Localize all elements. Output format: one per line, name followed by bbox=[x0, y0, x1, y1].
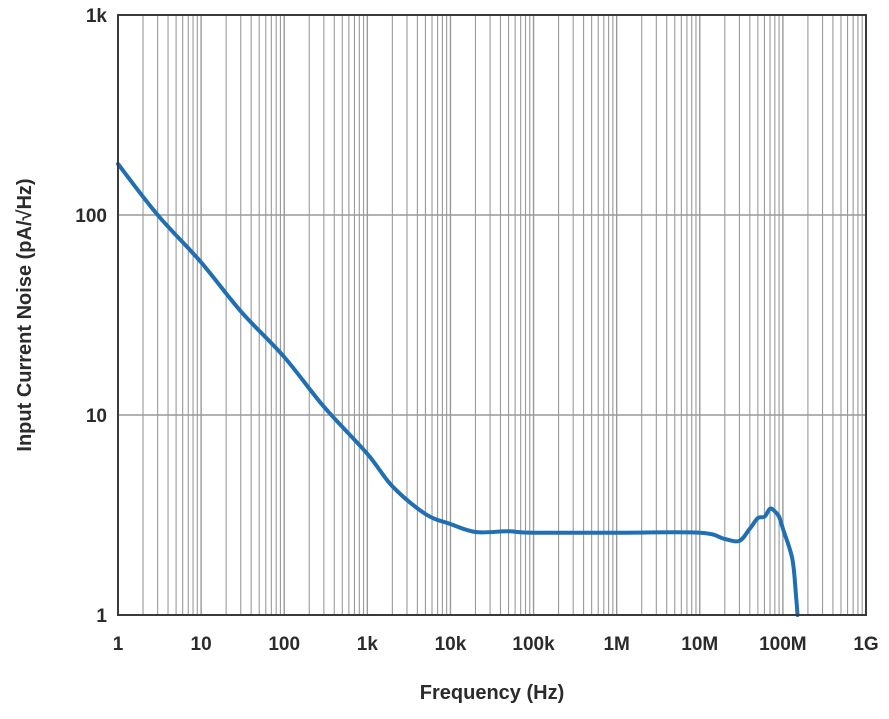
noise-series-line bbox=[116, 161, 800, 617]
x-tick-label: 1 bbox=[113, 634, 124, 655]
y-tick-label: 1 bbox=[96, 606, 107, 627]
y-tick-label: 10 bbox=[86, 406, 107, 427]
x-tick-label: 1k bbox=[357, 634, 379, 655]
x-tick-label: 100 bbox=[268, 634, 300, 655]
x-tick-label: 1G bbox=[853, 634, 878, 655]
y-axis-title: Input Current Noise (pA/√Hz) bbox=[14, 178, 36, 451]
grid-lines bbox=[118, 15, 866, 615]
x-tick-label: 10k bbox=[435, 634, 467, 655]
y-tick-labels: 1 10 100 1k bbox=[75, 6, 107, 627]
y-tick-label: 1k bbox=[86, 6, 108, 27]
y-tick-label: 100 bbox=[75, 206, 107, 227]
x-tick-label: 10 bbox=[191, 634, 212, 655]
plot-frame bbox=[117, 14, 867, 616]
x-tick-label: 10M bbox=[681, 634, 718, 655]
x-tick-label: 100k bbox=[512, 634, 555, 655]
x-axis-title: Frequency (Hz) bbox=[420, 682, 564, 704]
x-tick-label: 100M bbox=[759, 634, 807, 655]
x-tick-labels: 1 10 100 1k 10k 100k 1M 10M 100M 1G bbox=[113, 634, 879, 655]
x-tick-label: 1M bbox=[603, 634, 629, 655]
plot-lines bbox=[116, 161, 800, 617]
